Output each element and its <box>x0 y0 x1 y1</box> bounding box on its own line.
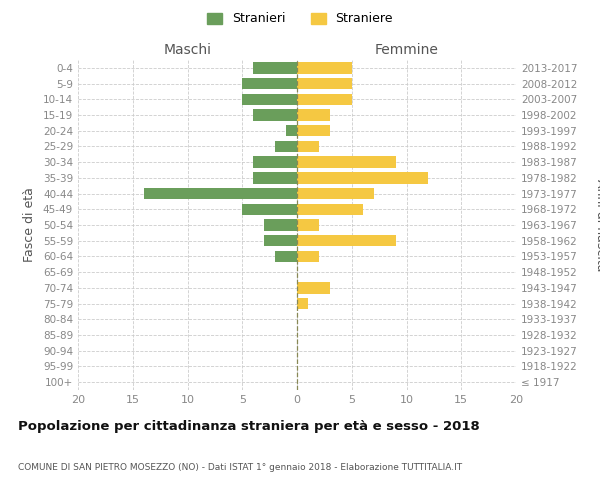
Text: Femmine: Femmine <box>374 43 439 57</box>
Bar <box>275 251 297 262</box>
Bar <box>297 78 352 89</box>
Bar <box>253 110 297 120</box>
Bar <box>242 94 297 105</box>
Bar <box>297 156 395 168</box>
Bar <box>297 62 352 74</box>
Text: Maschi: Maschi <box>164 43 212 57</box>
Bar <box>297 251 319 262</box>
Bar <box>253 62 297 74</box>
Bar <box>286 125 297 136</box>
Legend: Stranieri, Straniere: Stranieri, Straniere <box>203 8 397 29</box>
Bar <box>242 204 297 215</box>
Bar <box>253 156 297 168</box>
Text: COMUNE DI SAN PIETRO MOSEZZO (NO) - Dati ISTAT 1° gennaio 2018 - Elaborazione TU: COMUNE DI SAN PIETRO MOSEZZO (NO) - Dati… <box>18 463 462 472</box>
Bar <box>264 220 297 230</box>
Bar <box>297 282 330 294</box>
Bar <box>297 125 330 136</box>
Bar <box>297 235 395 246</box>
Bar <box>275 141 297 152</box>
Bar <box>297 110 330 120</box>
Bar <box>297 94 352 105</box>
Bar <box>242 78 297 89</box>
Text: Popolazione per cittadinanza straniera per età e sesso - 2018: Popolazione per cittadinanza straniera p… <box>18 420 480 433</box>
Bar <box>297 141 319 152</box>
Bar <box>144 188 297 199</box>
Bar <box>297 204 363 215</box>
Bar <box>253 172 297 184</box>
Bar <box>297 220 319 230</box>
Bar <box>297 298 308 309</box>
Y-axis label: Anni di nascita: Anni di nascita <box>594 179 600 271</box>
Y-axis label: Fasce di età: Fasce di età <box>23 188 36 262</box>
Bar <box>297 172 428 184</box>
Bar <box>264 235 297 246</box>
Bar <box>297 188 374 199</box>
